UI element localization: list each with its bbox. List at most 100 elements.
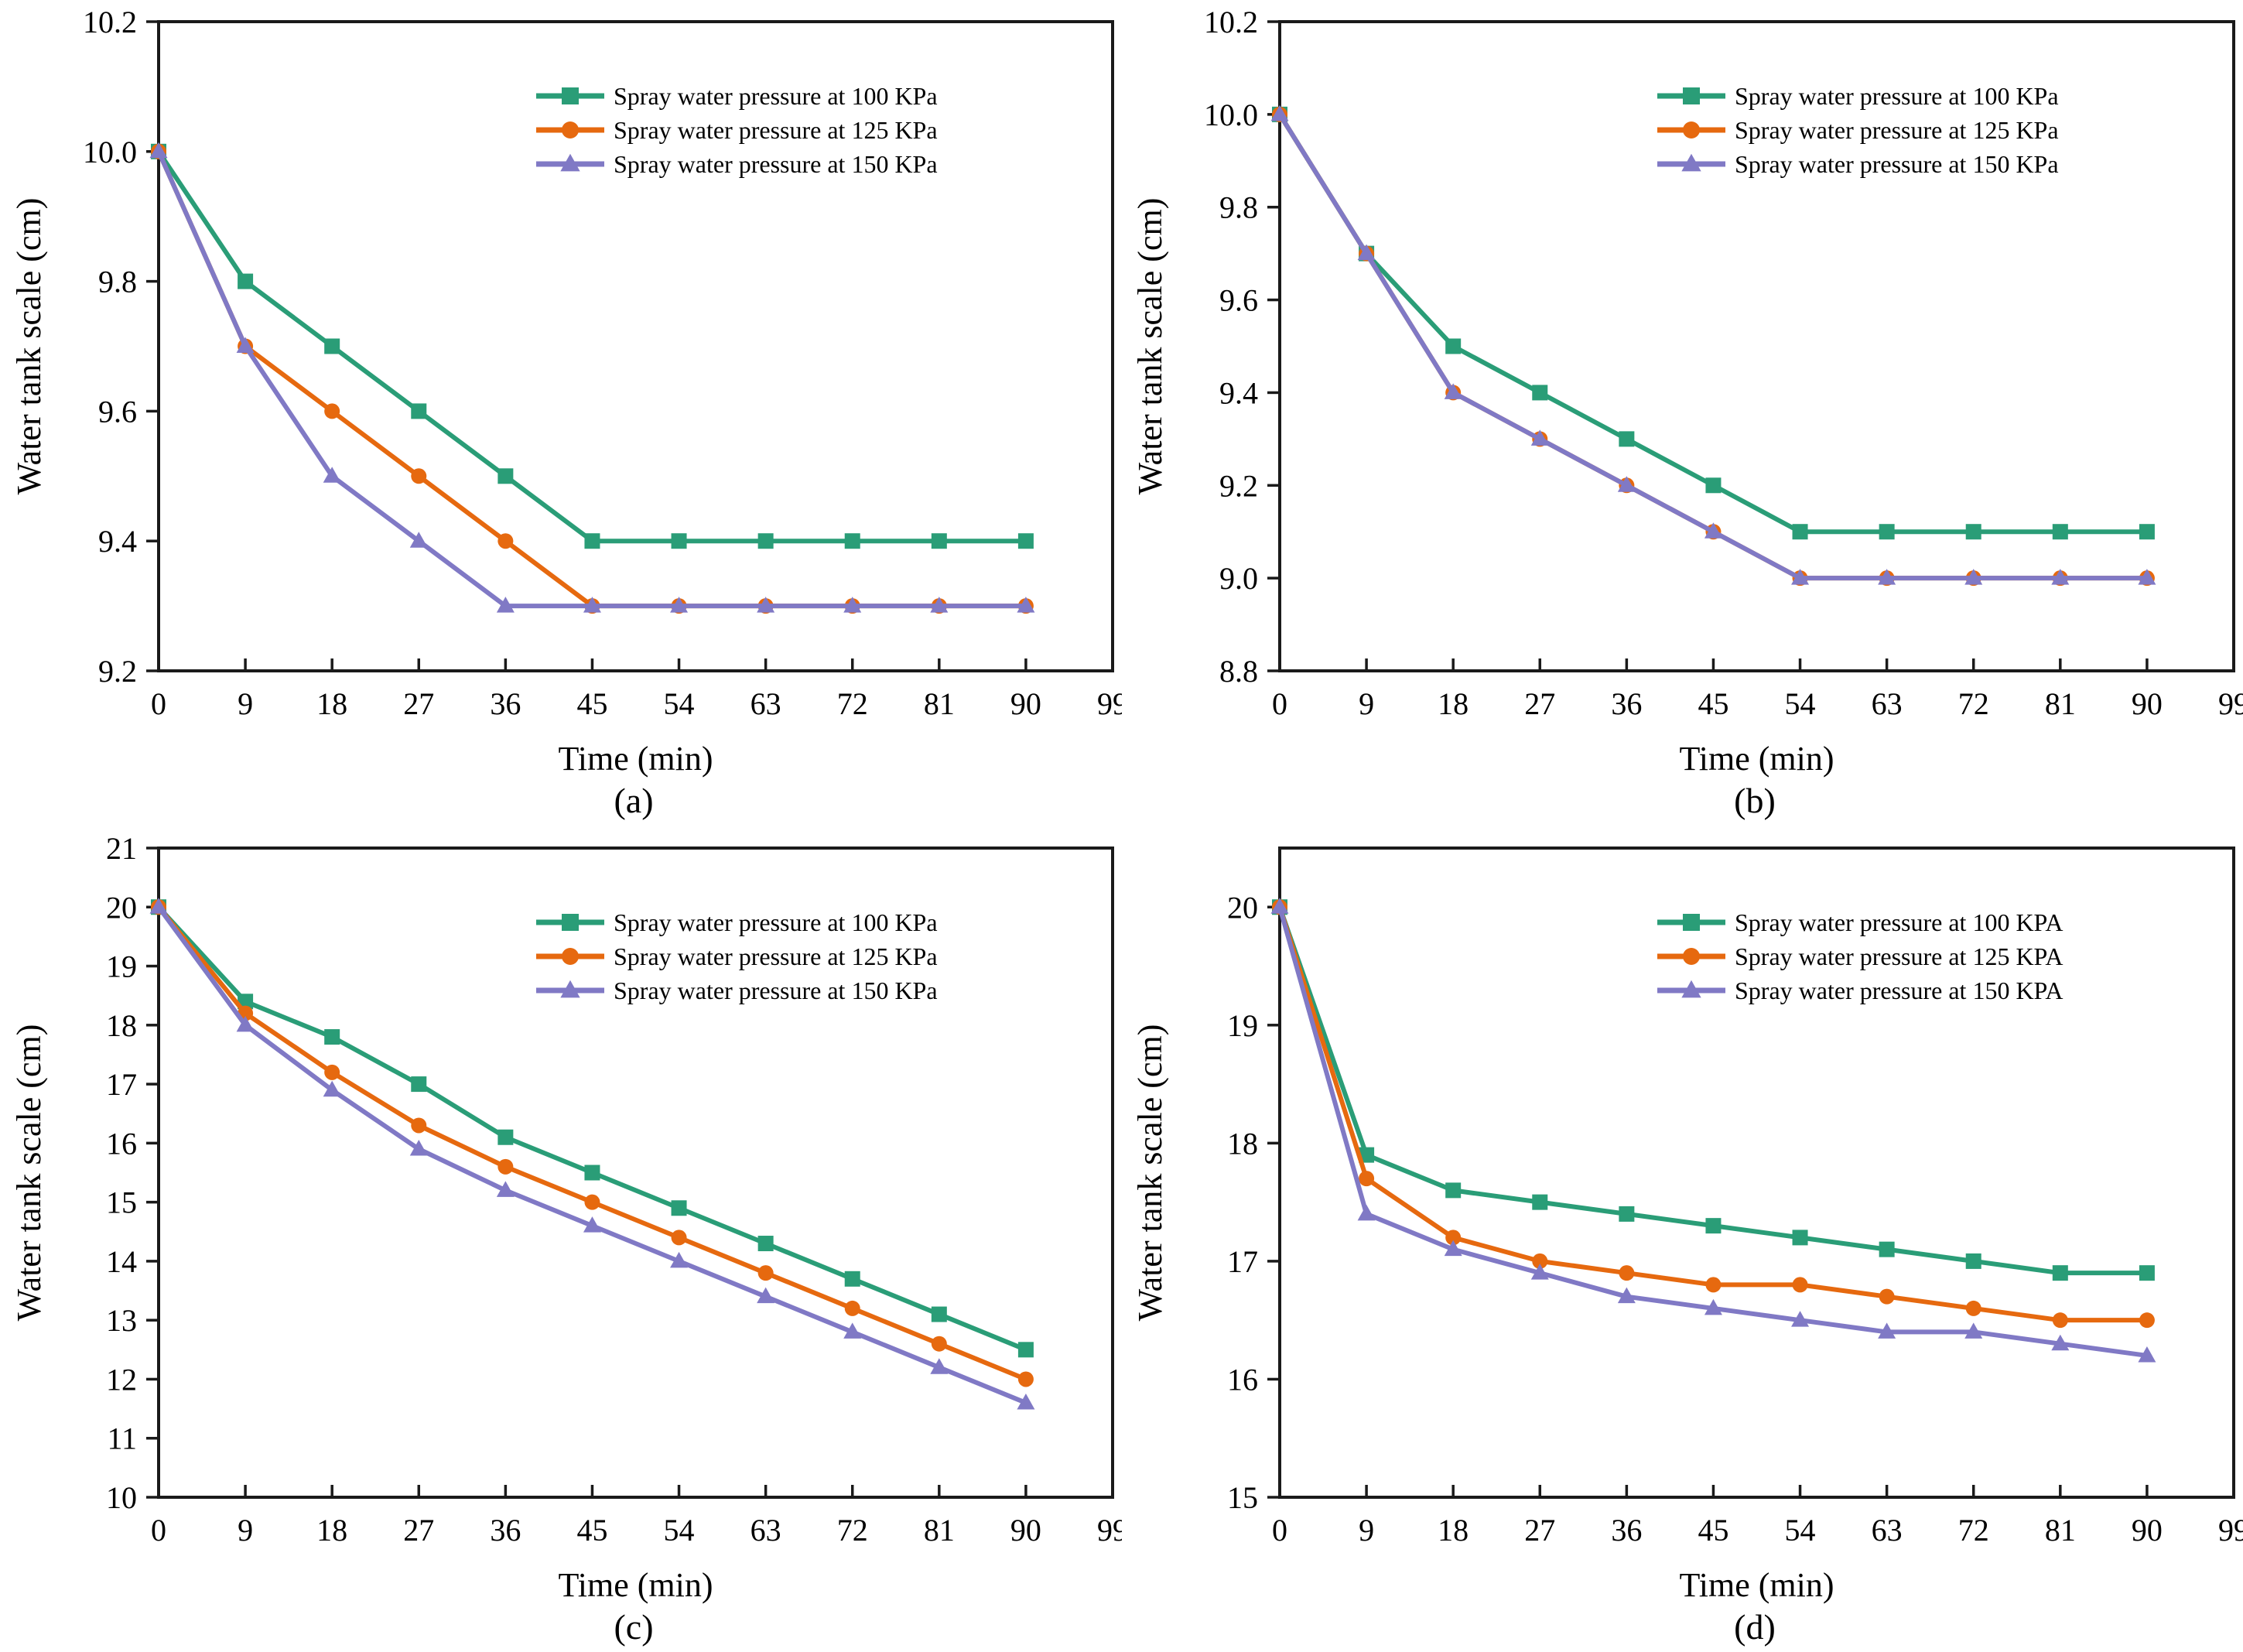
y-axis-label: Water tank scale (cm) bbox=[10, 198, 48, 495]
x-axis-label: Time (min) bbox=[1679, 1566, 1834, 1604]
x-tick-label: 0 bbox=[1272, 1513, 1287, 1548]
series-line-spray-water-pressure-at-100-kpa bbox=[156, 149, 1028, 544]
series-marker-spray-water-pressure-at-125-kpa bbox=[1532, 1253, 1548, 1269]
x-tick-label: 45 bbox=[576, 1513, 607, 1548]
series-marker-spray-water-pressure-at-100-kpa bbox=[1445, 338, 1462, 354]
series-marker-spray-water-pressure-at-150-kpa bbox=[1878, 1322, 1896, 1339]
y-tick-label: 12 bbox=[106, 1362, 137, 1397]
series-marker-spray-water-pressure-at-125-kpa bbox=[844, 1300, 860, 1316]
series-marker-spray-water-pressure-at-100-kpa bbox=[844, 533, 860, 549]
series-marker-spray-water-pressure-at-100-kpa bbox=[1619, 1206, 1635, 1222]
chart-d-canvas: 15 16 17 18 19 20 0 9 18 27 36 45 54 63 72 81 90 99 Time (… bbox=[1131, 847, 2243, 1604]
series-marker-spray-water-pressure-at-150-kpa bbox=[757, 1287, 775, 1304]
series-marker-spray-water-pressure-at-125-kpa bbox=[1619, 1265, 1635, 1281]
series-marker-spray-water-pressure-at-100-kpa bbox=[2139, 524, 2155, 540]
y-tick-label: 21 bbox=[106, 831, 137, 866]
series-marker-spray-water-pressure-at-150-kpa bbox=[1964, 569, 1983, 585]
series-marker-spray-water-pressure-at-100-kpa bbox=[757, 533, 774, 549]
series-marker-spray-water-pressure-at-125-kpa bbox=[1965, 1300, 1981, 1316]
x-tick-label: 99 bbox=[1097, 686, 1122, 721]
legend-marker-circle bbox=[1683, 121, 1700, 139]
x-tick-label: 81 bbox=[924, 1513, 955, 1548]
y-tick-label: 16 bbox=[1227, 1362, 1258, 1397]
y-tick-label: 17 bbox=[106, 1067, 137, 1102]
series-marker-spray-water-pressure-at-100-kpa bbox=[1619, 431, 1635, 447]
legend-label: Spray water pressure at 100 KPa bbox=[614, 82, 938, 110]
x-tick-label: 72 bbox=[1958, 1513, 1989, 1548]
series-marker-spray-water-pressure-at-150-kpa bbox=[1357, 1204, 1376, 1221]
series-marker-spray-water-pressure-at-150-kpa bbox=[1964, 1322, 1983, 1339]
series-marker-spray-water-pressure-at-100-kpa bbox=[1017, 1342, 1034, 1358]
series-marker-spray-water-pressure-at-125-kpa bbox=[497, 1158, 514, 1175]
series-marker-spray-water-pressure-at-100-kpa bbox=[584, 533, 600, 549]
y-tick-label: 14 bbox=[106, 1244, 137, 1279]
series-marker-spray-water-pressure-at-150-kpa bbox=[323, 1080, 341, 1097]
series-marker-spray-water-pressure-at-150-kpa bbox=[1704, 522, 1722, 539]
series-marker-spray-water-pressure-at-100-kpa bbox=[1792, 1230, 1808, 1246]
series-marker-spray-water-pressure-at-125-kpa bbox=[1705, 1277, 1722, 1293]
legend-label: Spray water pressure at 100 KPA bbox=[1735, 908, 2063, 936]
series-marker-spray-water-pressure-at-100-kpa bbox=[497, 1129, 514, 1145]
series-marker-spray-water-pressure-at-125-kpa bbox=[497, 533, 514, 549]
series-marker-spray-water-pressure-at-100-kpa bbox=[2052, 1265, 2068, 1281]
x-tick-label: 63 bbox=[751, 686, 781, 721]
y-tick-label: 9.4 bbox=[1219, 375, 1258, 410]
series-marker-spray-water-pressure-at-100-kpa bbox=[1532, 1194, 1548, 1210]
series-marker-spray-water-pressure-at-150-kpa bbox=[496, 1181, 515, 1197]
series-marker-spray-water-pressure-at-150-kpa bbox=[409, 532, 428, 548]
series-marker-spray-water-pressure-at-125-kpa bbox=[1359, 1171, 1375, 1187]
y-axis-label: Water tank scale (cm) bbox=[1131, 198, 1169, 495]
y-tick-label: 20 bbox=[1227, 890, 1258, 925]
series-marker-spray-water-pressure-at-100-kpa bbox=[844, 1271, 860, 1287]
series-marker-spray-water-pressure-at-100-kpa bbox=[931, 533, 947, 549]
legend-marker-triangle bbox=[560, 980, 580, 998]
y-axis-label: Water tank scale (cm) bbox=[1131, 1024, 1169, 1322]
legend-label: Spray water pressure at 125 KPa bbox=[614, 116, 938, 144]
series-marker-spray-water-pressure-at-150-kpa bbox=[757, 597, 775, 613]
x-axis-label: Time (min) bbox=[558, 740, 713, 778]
x-tick-label: 72 bbox=[837, 686, 868, 721]
x-tick-label: 18 bbox=[316, 1513, 347, 1548]
x-tick-label: 99 bbox=[2218, 686, 2243, 721]
legend-marker-triangle bbox=[1681, 980, 1701, 998]
x-tick-label: 72 bbox=[1958, 686, 1989, 721]
y-tick-label: 15 bbox=[106, 1185, 137, 1220]
series-marker-spray-water-pressure-at-150-kpa bbox=[1444, 1240, 1462, 1257]
y-tick-label: 9.6 bbox=[1219, 283, 1258, 318]
y-tick-label: 9.0 bbox=[1219, 561, 1258, 596]
x-tick-label: 90 bbox=[1010, 1513, 1041, 1548]
x-tick-label: 0 bbox=[1272, 686, 1287, 721]
x-tick-label: 90 bbox=[1010, 686, 1041, 721]
x-tick-label: 99 bbox=[1097, 1513, 1122, 1548]
series-marker-spray-water-pressure-at-150-kpa bbox=[236, 337, 255, 353]
series-marker-spray-water-pressure-at-150-kpa bbox=[1017, 1393, 1035, 1410]
legend-marker-square bbox=[1683, 914, 1700, 931]
y-axis-label: Water tank scale (cm) bbox=[10, 1024, 48, 1322]
x-tick-label: 54 bbox=[664, 1513, 695, 1548]
series-marker-spray-water-pressure-at-100-kpa bbox=[1705, 1218, 1722, 1234]
series-marker-spray-water-pressure-at-100-kpa bbox=[497, 468, 514, 484]
x-axis-label: Time (min) bbox=[558, 1566, 713, 1604]
series-marker-spray-water-pressure-at-150-kpa bbox=[1530, 429, 1549, 446]
plot-frame bbox=[157, 847, 1114, 1499]
y-tick-label: 17 bbox=[1227, 1244, 1258, 1279]
legend-marker-circle bbox=[1683, 948, 1700, 965]
series-marker-spray-water-pressure-at-150-kpa bbox=[670, 1251, 689, 1268]
series-marker-spray-water-pressure-at-150-kpa bbox=[2051, 569, 2070, 585]
x-tick-label: 36 bbox=[490, 1513, 521, 1548]
series-marker-spray-water-pressure-at-150-kpa bbox=[1791, 1311, 1810, 1327]
x-tick-label: 99 bbox=[2218, 1513, 2243, 1548]
series-marker-spray-water-pressure-at-100-kpa bbox=[1359, 1147, 1375, 1163]
series-line-spray-water-pressure-at-100-kpa bbox=[156, 905, 1028, 1353]
series-marker-spray-water-pressure-at-150-kpa bbox=[1704, 1298, 1722, 1315]
x-tick-label: 45 bbox=[1698, 686, 1728, 721]
legend-marker-triangle bbox=[1681, 153, 1701, 172]
series-marker-spray-water-pressure-at-150-kpa bbox=[1270, 104, 1289, 121]
x-tick-label: 45 bbox=[1698, 1513, 1728, 1548]
panel-d: 15 16 17 18 19 20 0 9 18 27 36 45 54 63 72 81 90 99 Time (… bbox=[1121, 826, 2243, 1652]
series-marker-spray-water-pressure-at-150-kpa bbox=[930, 597, 949, 613]
legend-label: Spray water pressure at 100 KPa bbox=[1735, 82, 2059, 110]
legend-marker-circle bbox=[562, 948, 579, 965]
y-tick-label: 9.8 bbox=[1219, 190, 1258, 225]
x-tick-label: 36 bbox=[1611, 686, 1642, 721]
